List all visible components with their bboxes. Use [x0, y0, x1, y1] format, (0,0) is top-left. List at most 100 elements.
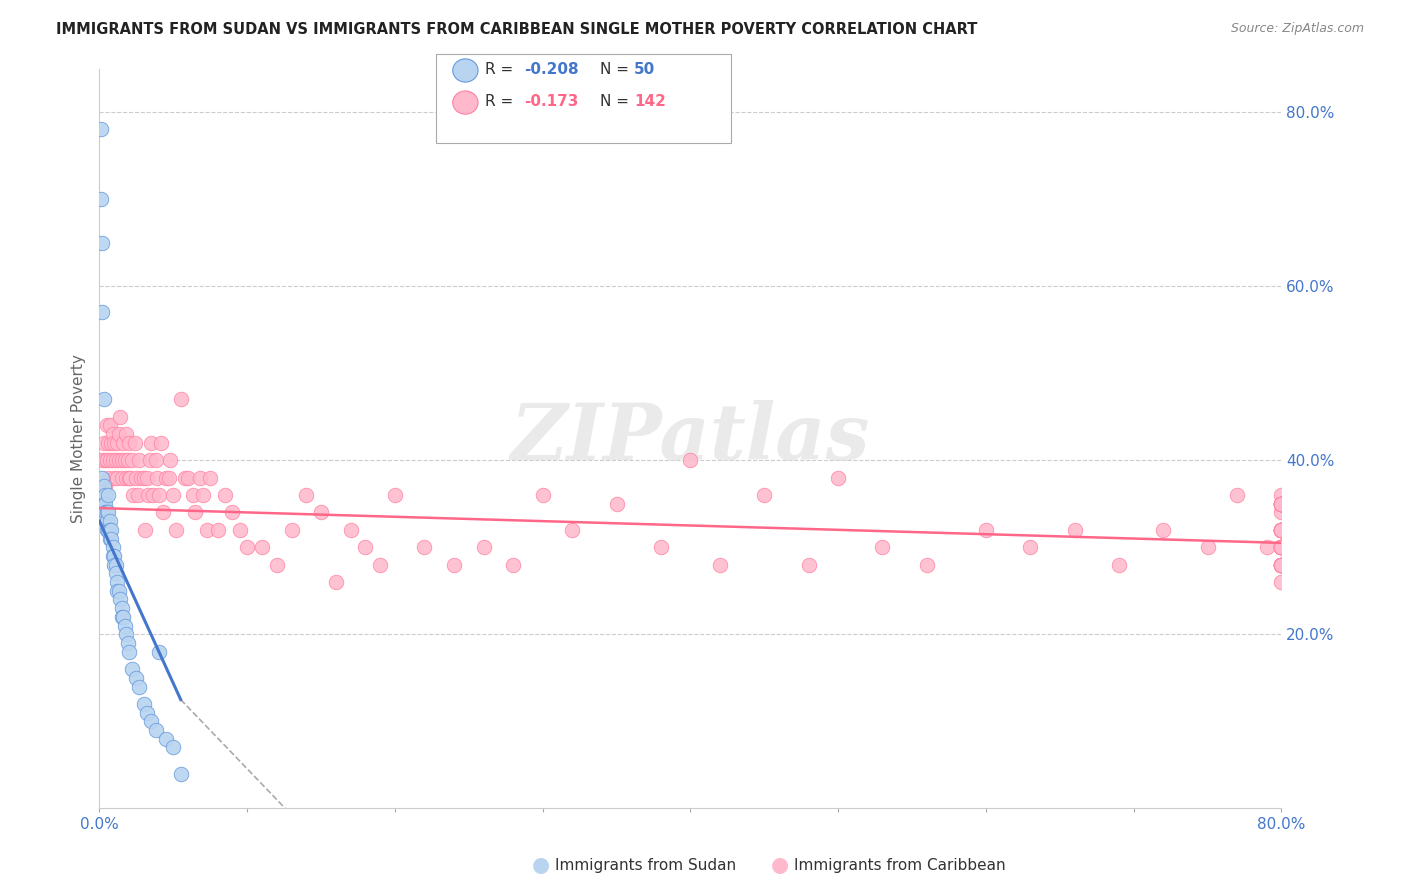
Point [98, 523, 121, 537]
Point [1270, 541, 1292, 555]
Point [650, 541, 672, 555]
Point [96, 453, 118, 467]
Text: -0.173: -0.173 [524, 94, 579, 109]
Point [103, 558, 125, 572]
Point [413, 541, 436, 555]
Text: ●: ● [533, 855, 550, 875]
Point [195, 523, 218, 537]
Point [127, 488, 149, 502]
Point [98, 453, 121, 467]
Point [155, 731, 177, 746]
Text: R =: R = [485, 94, 523, 109]
Point [1270, 558, 1292, 572]
Point [115, 627, 138, 641]
Point [1270, 497, 1292, 511]
Point [96, 523, 118, 537]
Point [138, 453, 160, 467]
Point [125, 671, 148, 685]
Point [531, 488, 554, 502]
Text: N =: N = [600, 94, 634, 109]
Point [128, 453, 150, 467]
Point [177, 470, 200, 484]
Point [104, 558, 127, 572]
Point [90, 192, 112, 206]
Point [155, 470, 177, 484]
Point [384, 488, 406, 502]
Point [96, 505, 118, 519]
Point [132, 697, 155, 711]
Point [104, 453, 127, 467]
Point [125, 470, 148, 484]
Point [96, 418, 118, 433]
Point [94, 497, 117, 511]
Point [236, 541, 259, 555]
Point [117, 453, 139, 467]
Point [132, 470, 155, 484]
Text: R =: R = [485, 62, 519, 77]
Point [94, 479, 117, 493]
Point [128, 680, 150, 694]
Point [1270, 497, 1292, 511]
Text: N =: N = [600, 62, 634, 77]
Point [150, 435, 173, 450]
Point [134, 523, 156, 537]
Point [142, 488, 165, 502]
Point [118, 435, 141, 450]
Point [339, 523, 361, 537]
Point [141, 714, 163, 729]
Point [797, 558, 820, 572]
Point [1270, 523, 1292, 537]
Point [110, 610, 132, 624]
Point [101, 453, 124, 467]
Point [1270, 523, 1292, 537]
Point [162, 488, 184, 502]
Point [184, 505, 207, 519]
Point [754, 488, 776, 502]
Point [1256, 541, 1278, 555]
Point [1270, 575, 1292, 590]
Point [1270, 523, 1292, 537]
Point [98, 418, 121, 433]
Point [98, 514, 121, 528]
Point [1270, 558, 1292, 572]
Point [174, 470, 197, 484]
Point [146, 470, 169, 484]
Point [188, 470, 211, 484]
Point [1270, 497, 1292, 511]
Point [93, 435, 115, 450]
Y-axis label: Single Mother Poverty: Single Mother Poverty [72, 354, 86, 523]
Point [115, 470, 138, 484]
Point [94, 488, 117, 502]
Point [1270, 497, 1292, 511]
Text: 142: 142 [634, 94, 666, 109]
Point [974, 523, 997, 537]
Point [1270, 523, 1292, 537]
Point [280, 523, 302, 537]
Point [191, 488, 214, 502]
Point [100, 532, 122, 546]
Point [152, 505, 174, 519]
Point [1270, 558, 1292, 572]
Point [170, 766, 193, 780]
Point [101, 549, 124, 563]
Point [443, 558, 465, 572]
Point [368, 558, 391, 572]
Point [107, 453, 129, 467]
Point [561, 523, 583, 537]
Point [1270, 497, 1292, 511]
Point [98, 532, 121, 546]
Point [325, 575, 347, 590]
Point [229, 523, 252, 537]
Point [472, 541, 495, 555]
Point [1197, 541, 1219, 555]
Point [872, 541, 894, 555]
Point [1270, 541, 1292, 555]
Point [1270, 541, 1292, 555]
Point [117, 636, 139, 650]
Point [110, 453, 132, 467]
Point [97, 470, 120, 484]
Point [97, 523, 120, 537]
Point [101, 541, 124, 555]
Point [827, 470, 849, 484]
Text: -0.208: -0.208 [524, 62, 579, 77]
